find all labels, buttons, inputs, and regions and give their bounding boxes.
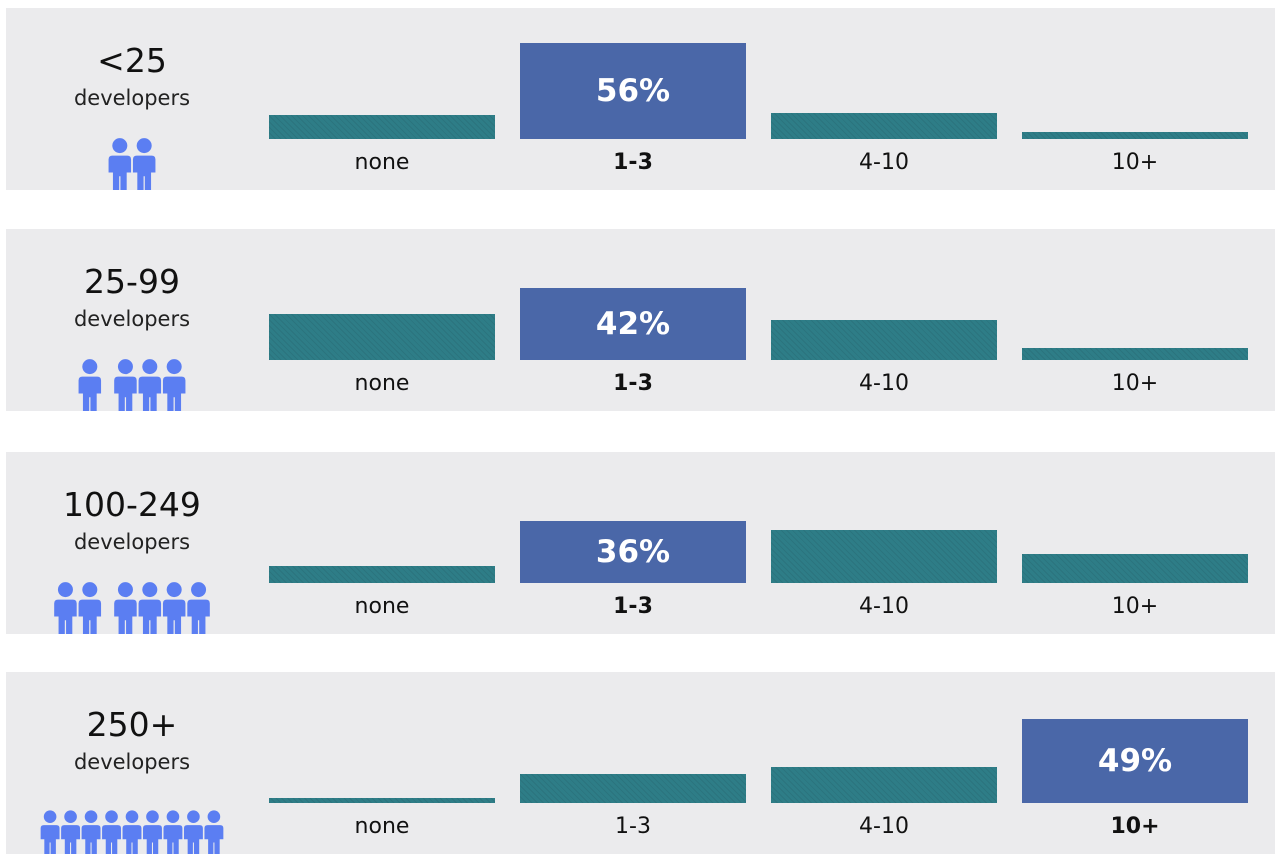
bar [269,114,495,139]
category-label: 10+ [1111,150,1159,175]
segment-title: 25-99 [84,262,180,301]
category-label: 4-10 [859,150,909,175]
category-label: 10+ [1111,594,1159,619]
category-label: 10+ [1111,371,1159,396]
segment-subtitle: developers [73,307,191,331]
segment-subtitle: developers [73,86,191,110]
segment-subtitle: developers [73,750,191,774]
category-label: 1-3 [613,150,653,175]
category-label: 4-10 [859,371,909,396]
bar [771,529,997,583]
segment-subtitle: developers [73,530,191,554]
highlighted-bar: 49% [1022,718,1248,803]
bar [520,773,746,803]
category-label: none [354,150,410,175]
category-label: 4-10 [859,594,909,619]
highlighted-bar: 36% [520,521,746,583]
bar [269,797,495,803]
crowd-icon [40,810,224,854]
bar [269,313,495,360]
segment-title: 100-249 [63,485,201,524]
segment-panel: 100-249 developers none 36% 1-3 4-10 10+ [6,452,1275,634]
one-plus-three-people-icon [78,359,186,411]
segment-title: 250+ [86,705,178,744]
bar [771,320,997,360]
two-people-icon [108,138,156,190]
bar [771,113,997,139]
bar [1022,553,1248,583]
bar [1022,132,1248,139]
bar-value-label: 42% [595,305,671,342]
highlighted-bar: 42% [520,287,746,360]
category-label: none [354,594,410,619]
bar-value-label: 36% [595,534,671,571]
highlighted-bar: 56% [520,42,746,139]
bar [1022,347,1248,360]
bar-value-label: 56% [595,72,671,109]
category-label: 1-3 [613,371,653,396]
category-label: 1-3 [615,814,651,839]
category-label: 10+ [1110,814,1160,839]
two-plus-four-people-icon [54,582,210,634]
segment-panel: <25 developers none 56% 1-3 4-10 10+ [6,8,1275,190]
category-label: none [354,371,410,396]
segment-panel: 250+ developers none 1-3 4-10 49% 10+ [6,672,1275,854]
bar-value-label: 49% [1097,742,1173,779]
bar [269,565,495,583]
category-label: 4-10 [859,814,909,839]
segment-panel: 25-99 developers none 42% 1-3 4-10 10+ [6,229,1275,411]
segment-title: <25 [97,41,167,80]
category-label: none [354,814,410,839]
category-label: 1-3 [613,594,653,619]
bar [771,766,997,803]
